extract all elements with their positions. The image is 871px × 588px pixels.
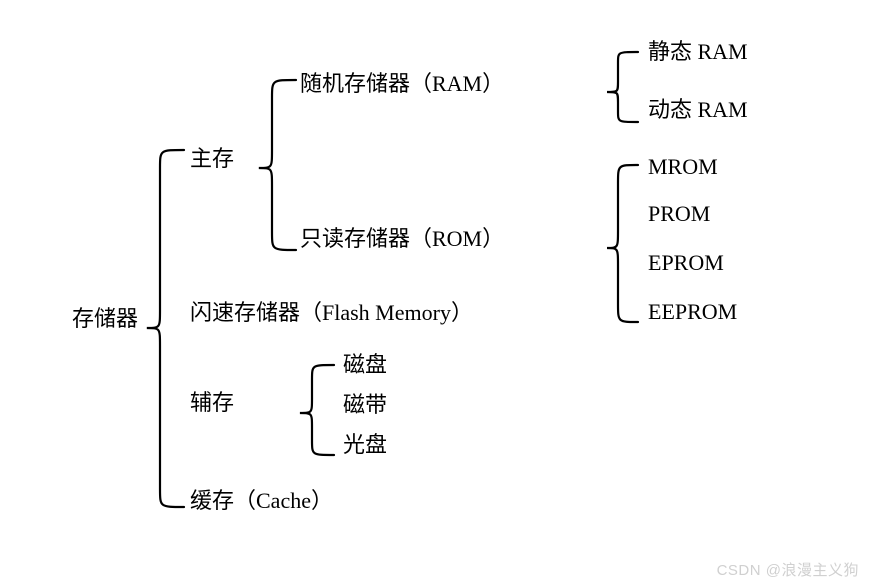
node-dram: 动态 RAM bbox=[648, 98, 748, 122]
node-main: 主存 bbox=[190, 147, 234, 171]
brace bbox=[147, 150, 184, 507]
node-rom: 只读存储器（ROM） bbox=[300, 227, 504, 251]
node-ram: 随机存储器（RAM） bbox=[300, 72, 504, 96]
node-cd: 光盘 bbox=[343, 433, 387, 457]
brace bbox=[300, 365, 334, 455]
node-sram: 静态 RAM bbox=[648, 40, 748, 64]
node-aux: 辅存 bbox=[190, 391, 234, 415]
node-mrom: MROM bbox=[648, 155, 718, 179]
node-flash: 闪速存储器（Flash Memory） bbox=[190, 301, 473, 325]
brace bbox=[259, 80, 296, 250]
brace bbox=[607, 165, 638, 322]
node-eprom: EPROM bbox=[648, 251, 724, 275]
node-tape: 磁带 bbox=[343, 393, 387, 417]
node-disk: 磁盘 bbox=[343, 353, 387, 377]
node-root: 存储器 bbox=[72, 307, 138, 331]
brace bbox=[607, 52, 638, 122]
watermark: CSDN @浪漫主义狗 bbox=[717, 559, 859, 580]
node-eeprom: EEPROM bbox=[648, 300, 737, 324]
node-prom: PROM bbox=[648, 202, 710, 226]
node-cache: 缓存（Cache） bbox=[190, 489, 333, 513]
